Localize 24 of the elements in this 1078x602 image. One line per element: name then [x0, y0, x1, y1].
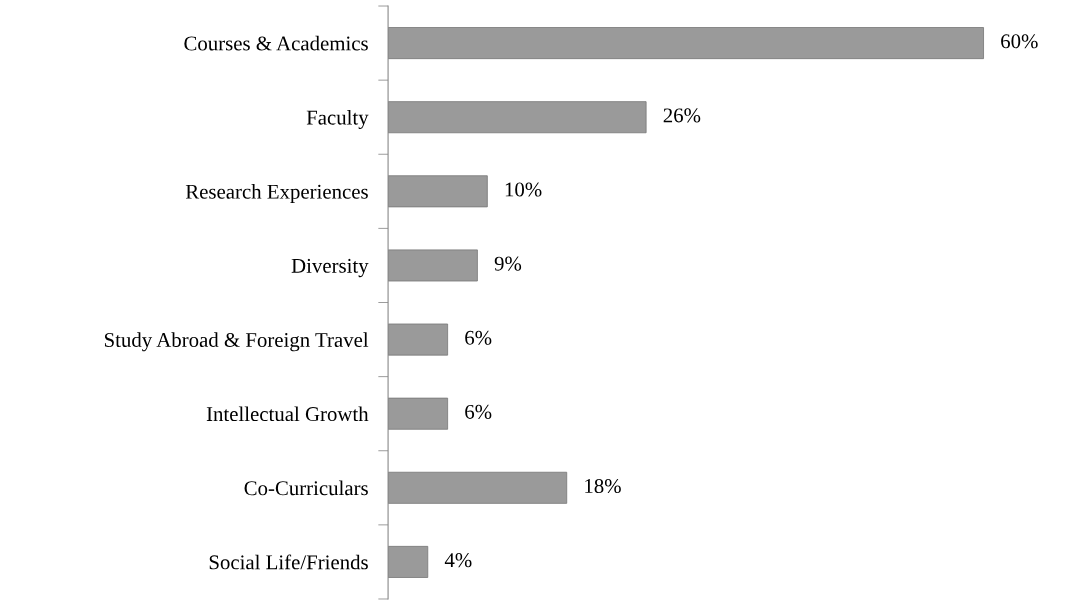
y-tick-label: Research Experiences	[185, 184, 368, 203]
data-label: 4%	[444, 553, 472, 568]
y-tick-label: Social Life/Friends	[209, 554, 368, 570]
data-label: 26%	[663, 108, 701, 123]
bar	[388, 323, 449, 356]
data-label: 10%	[505, 182, 542, 197]
bar	[388, 249, 478, 282]
data-label: 60%	[1001, 34, 1038, 49]
data-label: 6%	[465, 330, 492, 345]
y-tick-label: Co-Curriculars	[244, 480, 368, 496]
y-tick-label: Diversity	[291, 258, 369, 278]
bar	[388, 27, 984, 60]
y-tick-label: Study Abroad & Foreign Travel	[104, 332, 369, 352]
bar	[388, 471, 568, 504]
data-label: 6%	[465, 404, 492, 419]
bar	[388, 101, 647, 134]
y-tick-label: Intellectual Growth	[206, 406, 369, 422]
bar	[388, 545, 429, 578]
bar	[388, 175, 488, 208]
y-tick-label: Courses & Academics	[184, 35, 368, 51]
data-label: 9%	[494, 256, 522, 271]
bar	[388, 397, 449, 430]
y-tick-label: Faculty	[306, 109, 369, 129]
data-label: 18%	[585, 478, 621, 494]
